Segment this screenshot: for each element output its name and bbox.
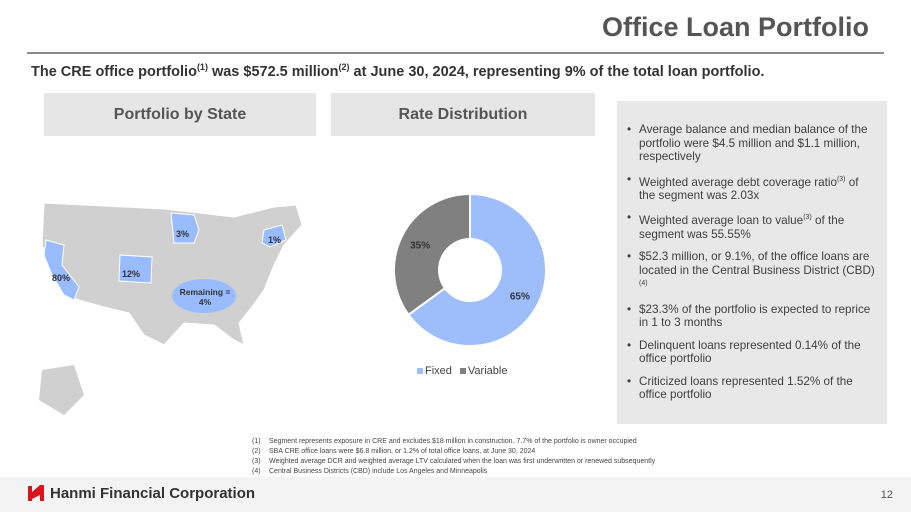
donut-slice-fixed <box>407 192 547 347</box>
bullet-item: Weighted average loan to value(3) of the… <box>627 211 875 241</box>
key-stats-panel: Average balance and median balance of th… <box>617 101 887 424</box>
footer-bar <box>0 477 911 512</box>
colorado <box>118 254 153 284</box>
footnote: (2) SBA CRE office loans were $6.8 millio… <box>252 448 536 455</box>
rate-donut-chart: 65% 35% <box>393 192 547 347</box>
donut-label-variable: 35% <box>410 241 430 252</box>
bullet-item: $52.3 million, or 9.1%, of the office lo… <box>627 250 875 293</box>
california <box>43 239 80 301</box>
map-label-ny: 1% <box>268 235 282 245</box>
bullet-item: Criticized loans represented 1.52% of th… <box>627 375 875 402</box>
donut-label-fixed: 65% <box>510 291 530 302</box>
alaska <box>39 365 84 415</box>
bullet-item: Weighted average debt coverage ratio(3) … <box>627 173 875 203</box>
page-number: 12 <box>880 489 893 501</box>
bullet-item: Delinquent loans represented 0.14% of th… <box>627 339 875 366</box>
bullet-item: $23.3% of the portfolio is expected to r… <box>627 303 875 330</box>
title-divider <box>27 52 884 54</box>
map-label-mn: 3% <box>176 229 190 239</box>
footnote: (3) Weighted average DCR and weighted ave… <box>252 458 656 465</box>
bullet-item: Average balance and median balance of th… <box>627 123 875 164</box>
new-york <box>261 224 287 248</box>
hanmi-logo-icon <box>28 485 44 501</box>
footnotes: (1) Segment represents exposure in CRE an… <box>252 437 655 477</box>
footnote: (1) Segment represents exposure in CRE an… <box>252 438 637 445</box>
us-mainland <box>41 202 303 346</box>
subtitle: The CRE office portfolio(1) was $572.5 m… <box>31 62 765 80</box>
map-label-remaining: Remaining = 4% <box>179 287 231 307</box>
page-title: Office Loan Portfolio <box>602 12 869 42</box>
minnesota <box>170 212 200 244</box>
company-logo: Hanmi Financial Corporation <box>27 484 255 502</box>
chart-legend: Fixed Variable <box>417 365 507 377</box>
remaining-oval <box>172 279 236 313</box>
donut-slice-variable <box>393 192 471 317</box>
rate-distribution-header: Rate Distribution <box>331 93 595 136</box>
us-map <box>39 202 303 415</box>
footnote: (4) Central Business Districts (CBD) incl… <box>252 468 488 475</box>
legend-fixed: Fixed <box>417 365 452 377</box>
map-label-ca: 80% <box>52 273 71 283</box>
legend-variable: Variable <box>459 365 507 377</box>
map-label-co: 12% <box>122 269 141 279</box>
portfolio-by-state-header: Portfolio by State <box>44 93 316 136</box>
